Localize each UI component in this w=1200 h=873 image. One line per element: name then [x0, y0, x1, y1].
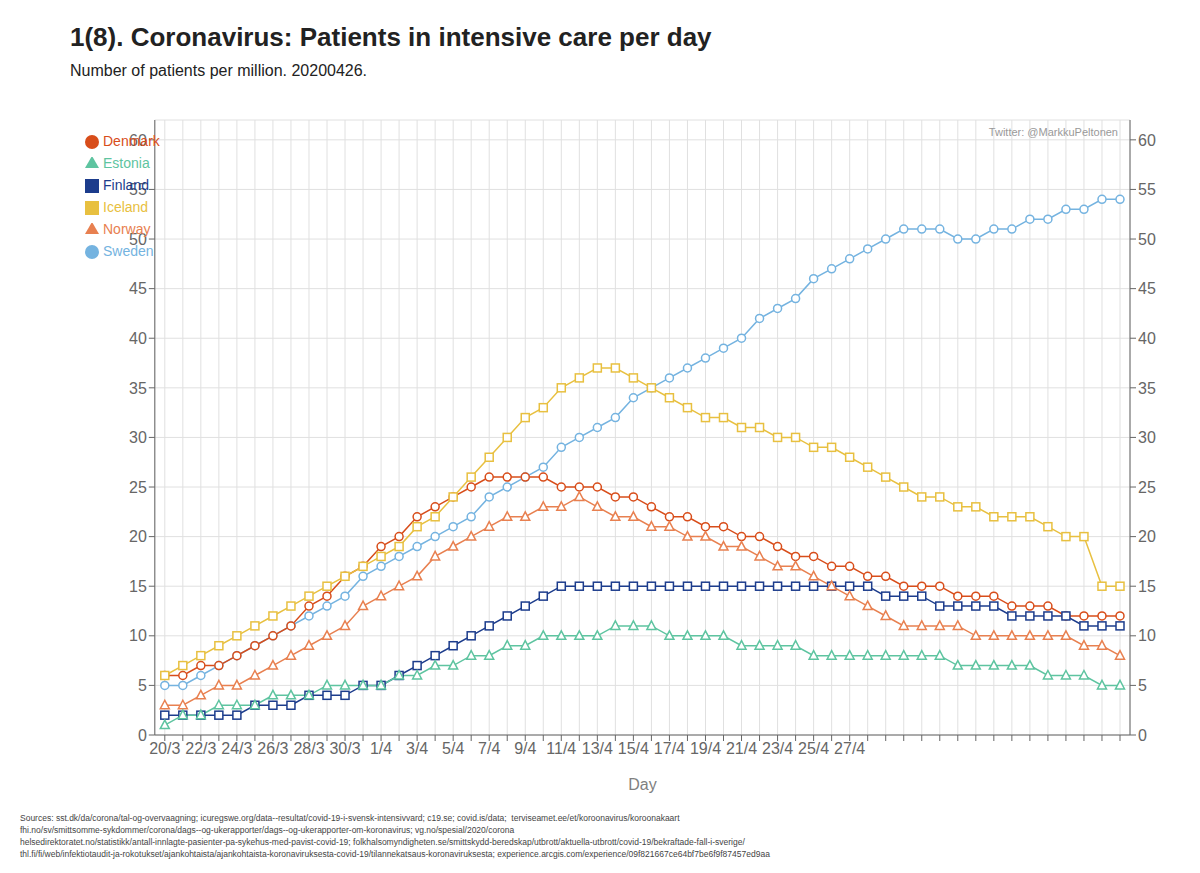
svg-text:0: 0 — [138, 727, 147, 744]
svg-text:17/4: 17/4 — [654, 740, 685, 757]
svg-text:35: 35 — [129, 380, 147, 397]
svg-text:40: 40 — [1138, 330, 1156, 347]
svg-text:9/4: 9/4 — [514, 740, 536, 757]
svg-text:3/4: 3/4 — [406, 740, 428, 757]
svg-text:60: 60 — [1138, 132, 1156, 149]
svg-text:7/4: 7/4 — [478, 740, 500, 757]
svg-text:28/3: 28/3 — [293, 740, 324, 757]
svg-text:30/3: 30/3 — [329, 740, 360, 757]
svg-text:30: 30 — [129, 429, 147, 446]
svg-text:5/4: 5/4 — [442, 740, 464, 757]
svg-text:10: 10 — [129, 627, 147, 644]
svg-text:5: 5 — [138, 677, 147, 694]
svg-text:45: 45 — [1138, 280, 1156, 297]
svg-text:10: 10 — [1138, 627, 1156, 644]
svg-text:25: 25 — [1138, 479, 1156, 496]
svg-text:20/3: 20/3 — [149, 740, 180, 757]
svg-text:13/4: 13/4 — [582, 740, 613, 757]
svg-text:55: 55 — [129, 181, 147, 198]
svg-text:15/4: 15/4 — [618, 740, 649, 757]
svg-text:25/4: 25/4 — [798, 740, 829, 757]
svg-text:55: 55 — [1138, 181, 1156, 198]
svg-text:15: 15 — [129, 578, 147, 595]
svg-text:5: 5 — [1138, 677, 1147, 694]
svg-text:15: 15 — [1138, 578, 1156, 595]
svg-text:60: 60 — [129, 132, 147, 149]
svg-text:Day: Day — [628, 776, 656, 793]
svg-text:11/4: 11/4 — [546, 740, 576, 757]
svg-text:26/3: 26/3 — [257, 740, 288, 757]
svg-text:40: 40 — [129, 330, 147, 347]
svg-text:50: 50 — [129, 231, 147, 248]
svg-text:19/4: 19/4 — [690, 740, 721, 757]
svg-text:21/4: 21/4 — [726, 740, 757, 757]
svg-text:1/4: 1/4 — [370, 740, 392, 757]
svg-text:20: 20 — [129, 528, 147, 545]
svg-text:25: 25 — [129, 479, 147, 496]
svg-text:45: 45 — [129, 280, 147, 297]
svg-text:30: 30 — [1138, 429, 1156, 446]
svg-text:23/4: 23/4 — [762, 740, 793, 757]
svg-text:35: 35 — [1138, 380, 1156, 397]
svg-text:50: 50 — [1138, 231, 1156, 248]
svg-text:0: 0 — [1138, 727, 1147, 744]
svg-text:22/3: 22/3 — [185, 740, 216, 757]
svg-text:20: 20 — [1138, 528, 1156, 545]
svg-text:27/4: 27/4 — [834, 740, 865, 757]
svg-text:24/3: 24/3 — [221, 740, 252, 757]
